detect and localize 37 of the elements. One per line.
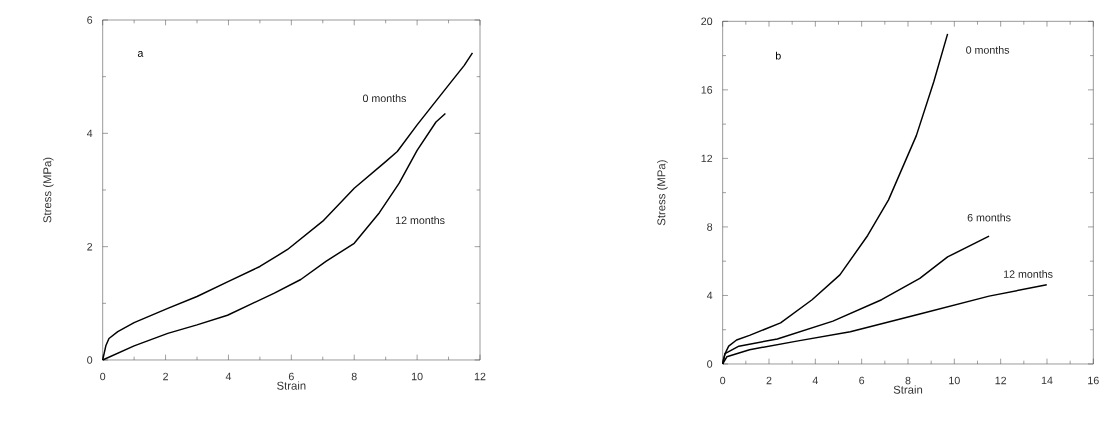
series-label: 12 months bbox=[1004, 270, 1053, 278]
y-tick-label: 6 bbox=[87, 16, 93, 24]
x-tick-label: 4 bbox=[225, 372, 232, 381]
y-tick-label: 0 bbox=[707, 360, 713, 368]
x-tick-label: 6 bbox=[859, 376, 865, 385]
x-tick-label: 0 bbox=[720, 376, 726, 385]
x-tick-label: 8 bbox=[905, 376, 911, 385]
annotation: b bbox=[775, 51, 781, 60]
y-axis-title: Stress (MPa) bbox=[657, 160, 668, 226]
y-axis-title: Stress (MPa) bbox=[42, 157, 54, 223]
series-label: 0 months bbox=[966, 45, 1010, 54]
x-tick-label: 0 bbox=[100, 372, 106, 381]
y-tick-label: 2 bbox=[87, 242, 93, 251]
x-axis-title: Strain bbox=[277, 381, 306, 390]
y-tick-label: 4 bbox=[706, 291, 713, 300]
y-tick-label: 8 bbox=[707, 223, 713, 231]
annotation: a bbox=[137, 51, 144, 57]
x-tick-label: 14 bbox=[1041, 376, 1053, 385]
x-tick-label: 16 bbox=[1088, 376, 1099, 385]
y-tick-label: 0 bbox=[87, 356, 93, 364]
y-tick-label: 20 bbox=[701, 17, 713, 26]
x-tick-label: 10 bbox=[412, 372, 423, 381]
x-tick-label: 10 bbox=[949, 376, 960, 385]
x-tick-label: 12 bbox=[995, 376, 1007, 385]
series-label: 12 months bbox=[395, 216, 445, 225]
y-tick-label: 16 bbox=[701, 86, 713, 94]
y-tick-label: 4 bbox=[86, 129, 93, 137]
text: 0 months bbox=[362, 94, 406, 103]
x-tick-label: 2 bbox=[766, 376, 772, 385]
x-tick-label: 12 bbox=[474, 372, 486, 381]
x-tick-label: 4 bbox=[812, 376, 818, 385]
x-tick-label: 6 bbox=[288, 372, 294, 381]
y-tick-label: 12 bbox=[701, 154, 713, 163]
x-axis-title: Strain bbox=[893, 385, 923, 394]
x-tick-label: 2 bbox=[163, 372, 168, 381]
series-label: 6 months bbox=[967, 213, 1011, 222]
x-tick-label: 8 bbox=[351, 372, 357, 381]
